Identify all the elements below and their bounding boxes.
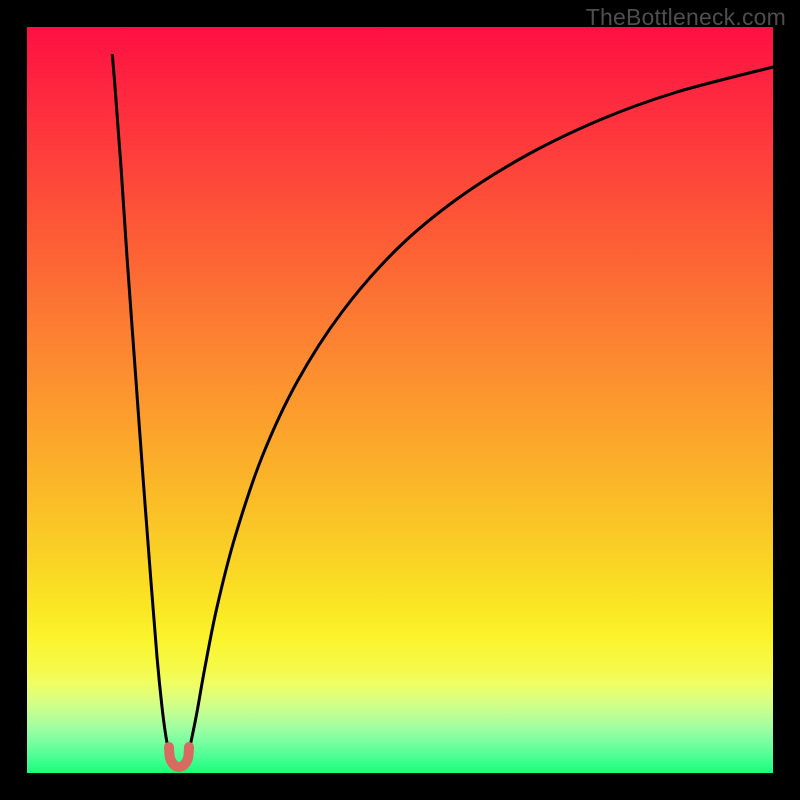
- chart-container: TheBottleneck.com: [0, 0, 800, 800]
- chart-svg: [0, 0, 800, 800]
- watermark-text: TheBottleneck.com: [586, 4, 786, 31]
- plot-background: [27, 27, 773, 773]
